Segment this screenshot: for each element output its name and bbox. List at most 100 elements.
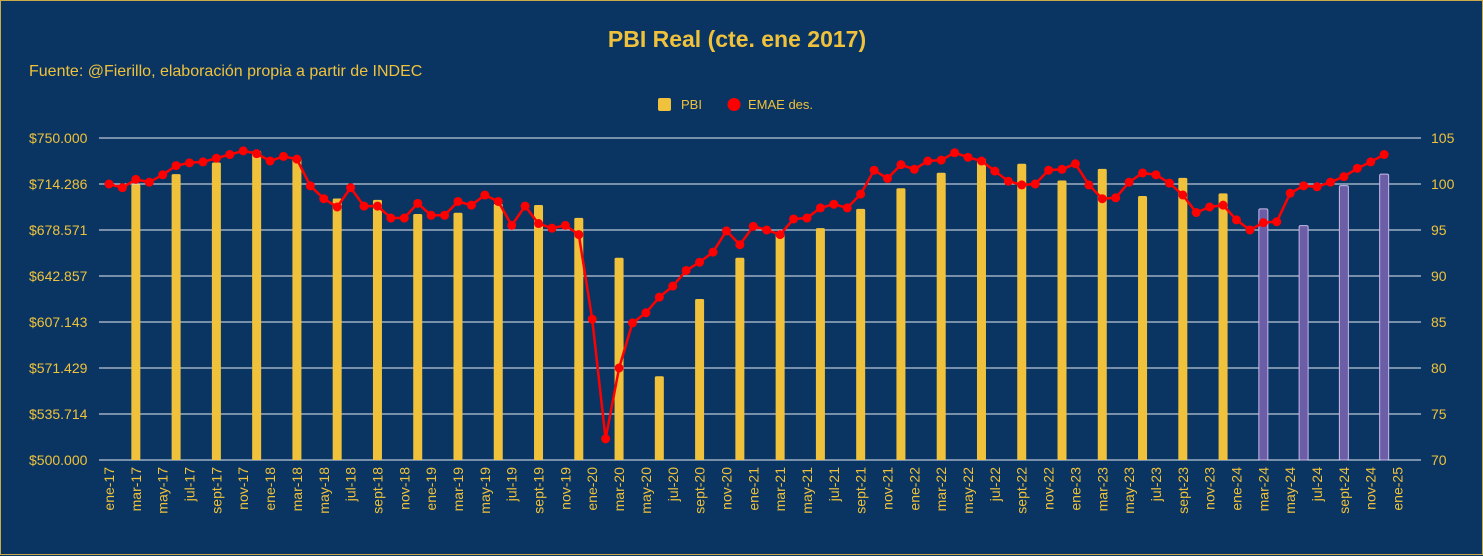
emae-point [1111,193,1121,203]
legend-pbi-label: PBI [681,97,702,112]
emae-point [238,146,248,156]
left-tick-label: $500.000 [29,452,88,468]
emae-point [950,148,960,158]
legend: PBI EMAE des. [658,97,813,112]
x-tick-label: nov-18 [396,467,412,510]
emae-point [1057,164,1067,174]
x-tick-label: ene-20 [584,467,600,511]
emae-line-series [104,146,1389,444]
x-tick-label: nov-22 [1041,467,1057,510]
x-tick-label: may-22 [960,467,976,514]
emae-point [520,201,530,211]
emae-point [399,213,409,223]
right-tick-label: 75 [1431,406,1447,422]
pbi-bar [695,299,705,460]
chart-title: PBI Real (cte. ene 2017) [608,26,866,52]
emae-point [1191,208,1201,218]
emae-point [721,226,731,236]
x-tick-label: nov-23 [1202,467,1218,510]
grid [99,137,1421,461]
x-tick-label: sept-17 [208,467,224,514]
emae-point [332,202,342,212]
pbi-bar [1218,193,1228,460]
emae-point [1379,150,1389,160]
emae-point [1245,225,1255,235]
pbi-bar [1338,185,1349,461]
left-tick-label: $642.857 [29,268,88,284]
emae-point [775,230,785,240]
x-tick-label: ene-17 [101,467,117,511]
emae-point [1218,200,1228,210]
pbi-bar [413,213,423,460]
x-tick-label: nov-20 [718,467,734,510]
x-tick-label: may-18 [316,467,332,514]
emae-point [1017,180,1027,190]
emae-point [466,200,476,210]
emae-point [493,196,503,206]
emae-point [547,223,557,233]
x-tick-label: sept-19 [531,467,547,514]
emae-point [789,214,799,224]
emae-point [802,213,812,223]
right-tick-label: 85 [1431,314,1447,330]
emae-point [158,170,168,180]
x-tick-label: nov-24 [1363,467,1379,510]
pbi-bar [1298,225,1309,461]
x-tick-label: mar-19 [450,467,466,512]
x-tick-label: ene-21 [745,467,761,511]
emae-point [346,183,356,193]
emae-point [185,158,195,168]
emae-point [574,230,584,240]
emae-point [1232,215,1242,225]
pbi-bar [976,158,986,460]
emae-point [171,161,181,171]
pbi-bar [1017,163,1027,460]
pbi-bar [1097,168,1107,461]
pbi-bar [493,203,503,461]
right-axis: 70 75 80 85 90 95 100 105 [1431,130,1455,468]
x-tick-label: may-23 [1121,467,1137,514]
emae-point [1205,202,1215,212]
x-tick-label: mar-17 [128,467,144,512]
emae-point [319,194,329,204]
emae-point [923,156,933,166]
emae-point [708,247,718,257]
pbi-bar [654,376,664,460]
emae-point [735,240,745,250]
x-tick-label: jul-22 [987,467,1003,502]
right-tick-label: 90 [1431,268,1447,284]
pbi-bar [856,208,866,460]
x-tick-label: jul-18 [343,467,359,502]
emae-point [1070,159,1080,169]
emae-point [225,150,235,160]
emae-point [829,199,839,209]
pbi-bar [534,204,544,460]
emae-point [1272,217,1282,227]
pbi-bar [1138,195,1148,460]
x-tick-label: ene-19 [423,467,439,511]
x-tick-label: jul-20 [665,467,681,502]
emae-point [117,183,127,193]
emae-point [1285,188,1295,198]
x-tick-label: mar-23 [1094,467,1110,512]
pbi-bar [131,184,141,461]
emae-point [507,220,517,230]
emae-point [1366,157,1376,167]
pbi-bar [574,217,584,460]
emae-point [587,314,597,324]
right-tick-label: 100 [1431,176,1455,192]
x-tick-label: sept-23 [1175,467,1191,514]
emae-point [654,292,664,302]
pbi-bar [453,212,463,460]
x-tick-label: mar-18 [289,467,305,512]
emae-point [641,308,651,318]
pbi-bar [775,233,785,460]
emae-point [869,165,879,175]
x-tick-label: ene-25 [1390,467,1406,511]
emae-point [1084,180,1094,190]
emae-point [1258,218,1268,228]
emae-point [883,173,893,183]
emae-point [305,181,315,191]
